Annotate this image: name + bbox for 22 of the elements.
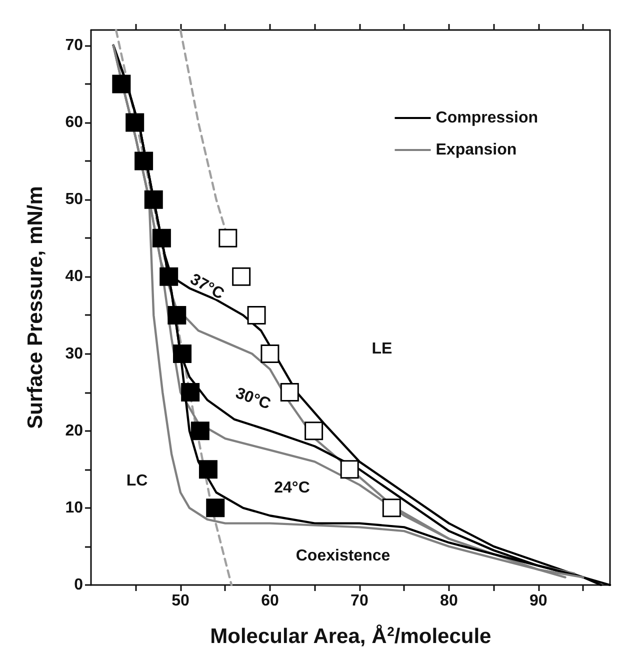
annotation: 24°C <box>274 480 310 496</box>
x-tick-label: 70 <box>350 592 368 610</box>
y-tick-label: 60 <box>65 114 84 131</box>
legend-label: Compression <box>436 110 538 126</box>
y-tick-label: 0 <box>74 576 84 594</box>
legend-label: Expansion <box>436 142 517 158</box>
annotation: 37°C <box>187 270 228 304</box>
x-tick-label: 80 <box>440 592 458 610</box>
y-tick-label: 30 <box>65 345 84 362</box>
annotation: LE <box>372 340 393 358</box>
y-axis-title: Surface Pressure, mN/m <box>24 186 47 429</box>
x-tick-label: 50 <box>172 592 190 610</box>
y-tick-label: 50 <box>65 191 84 208</box>
annotation: Coexistence <box>296 548 390 564</box>
y-tick-label: 40 <box>65 268 84 286</box>
y-tick-label: 10 <box>65 499 84 516</box>
y-tick-label: 20 <box>65 422 84 440</box>
annotation: 30°C <box>233 384 274 414</box>
y-tick-label: 70 <box>65 36 84 54</box>
annotation: LC <box>126 472 148 490</box>
x-tick-label: 60 <box>261 592 279 610</box>
x-tick-label: 90 <box>530 592 548 610</box>
